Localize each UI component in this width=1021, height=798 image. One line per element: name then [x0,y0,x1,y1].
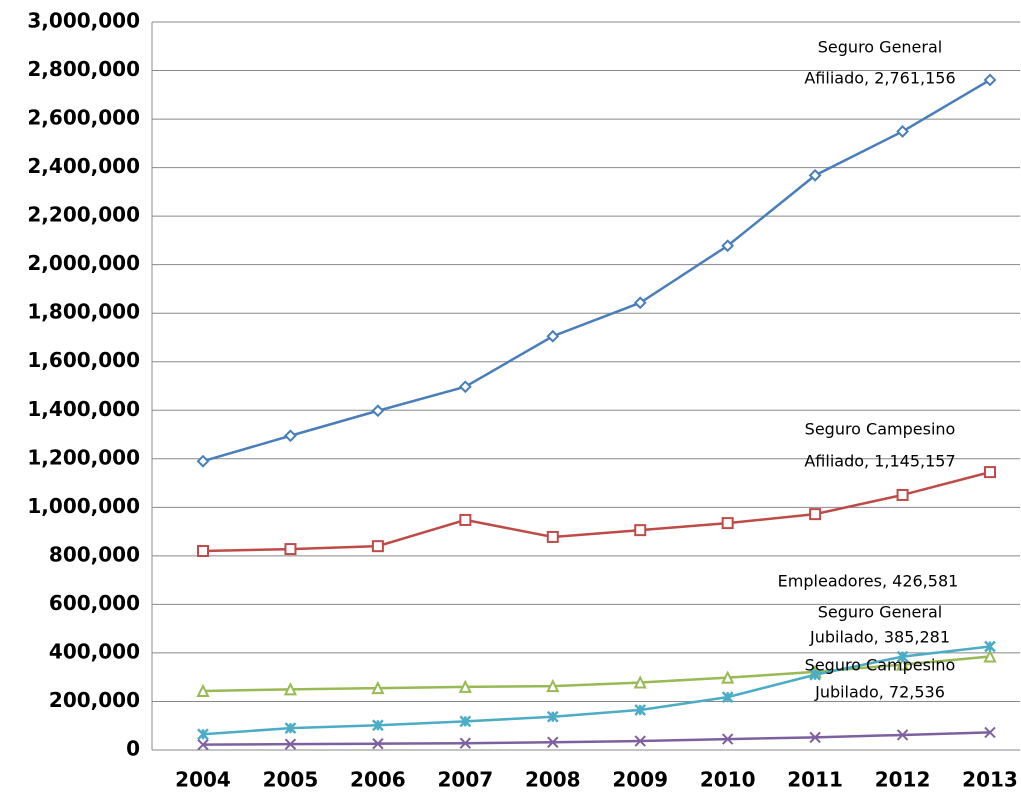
marker [983,73,997,87]
x-tick-label: 2006 [350,768,406,792]
y-tick-label: 200,000 [49,688,140,712]
marker [284,722,297,735]
series-line [202,731,991,746]
marker [372,737,384,750]
marker [197,545,209,558]
marker [284,429,297,443]
marker [546,530,559,543]
marker [284,738,297,750]
x-tick-label: 2007 [437,768,493,792]
annotation: Seguro Campesino [805,420,956,439]
series-line [202,470,991,553]
marker [547,736,559,748]
marker [284,543,297,556]
marker [546,329,560,343]
x-tick-label: 2012 [875,768,931,792]
y-tick-label: 1,800,000 [27,300,140,324]
marker [984,726,996,739]
y-tick-label: 1,600,000 [27,348,140,372]
annotation: Afiliado, 1,145,157 [804,452,955,471]
marker [721,733,734,745]
y-tick-label: 2,600,000 [27,106,140,130]
marker [459,715,472,728]
marker [633,296,647,310]
annotation: Empleadores, 426,581 [778,572,959,591]
x-tick-label: 2004 [175,768,231,792]
marker [371,404,385,418]
y-tick-label: 0 [126,737,140,761]
marker [634,735,646,747]
marker [196,454,210,468]
annotation: Jubilado, 72,536 [814,683,945,702]
marker [458,679,472,693]
y-tick-label: 1,200,000 [27,445,140,469]
marker [196,683,210,698]
annotation: Seguro General [818,38,942,57]
series-line [202,645,991,736]
y-tick-label: 400,000 [49,639,140,663]
marker [371,680,385,695]
y-tick-label: 1,000,000 [27,494,140,518]
x-tick-label: 2010 [700,768,756,792]
marker [546,710,559,723]
marker [721,239,735,253]
y-tick-label: 2,000,000 [27,251,140,275]
marker [634,704,647,716]
annotation: Seguro Campesino [805,656,956,675]
marker [896,488,909,501]
x-tick-label: 2011 [787,768,843,792]
y-tick-label: 2,200,000 [27,203,140,227]
y-tick-label: 800,000 [49,542,140,566]
marker [809,731,821,744]
marker [458,380,472,394]
marker [634,524,647,537]
y-tick-label: 2,400,000 [27,154,140,178]
x-tick-label: 2009 [612,768,668,792]
annotation: Afiliado, 2,761,156 [804,69,955,88]
marker [896,650,909,663]
y-tick-label: 2,800,000 [27,57,140,81]
marker [372,719,384,732]
annotation: Seguro General [818,603,942,622]
marker [983,649,997,663]
x-tick-label: 2008 [525,768,581,792]
marker [721,691,734,703]
marker [721,670,735,684]
marker [984,466,996,479]
marker [809,668,821,681]
annotation: Jubilado, 385,281 [809,628,950,647]
y-tick-label: 3,000,000 [27,9,140,33]
marker [546,678,560,693]
y-tick-label: 1,400,000 [27,397,140,421]
marker [197,728,209,741]
marker [459,737,472,749]
marker [633,675,647,689]
series-line [202,655,991,693]
marker [459,513,472,526]
x-tick-label: 2013 [962,768,1018,792]
marker [984,640,996,653]
marker [283,682,298,696]
marker [896,729,909,741]
marker [808,168,822,182]
series-line [202,78,991,463]
y-tick-label: 600,000 [49,591,140,615]
marker [721,517,734,530]
marker [895,657,910,671]
x-tick-label: 2005 [263,768,319,792]
marker [896,125,909,138]
marker [197,738,209,751]
marker [809,508,822,521]
marker [371,540,384,553]
